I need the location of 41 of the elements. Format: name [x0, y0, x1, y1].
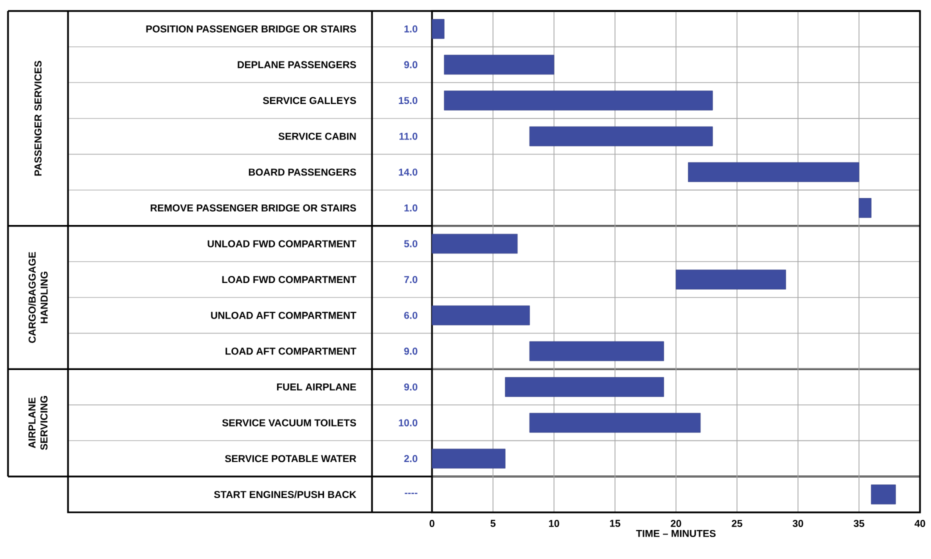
text: CARGO/BAGGAGE HANDLING — [28, 252, 48, 343]
y-tick-label: SERVICE CABIN — [278, 132, 356, 140]
y-tick-label: START ENGINES/PUSH BACK — [214, 490, 356, 498]
y-tick-label: SERVICE POTABLE WATER — [225, 455, 356, 462]
y-tick-label: LOAD AFT COMPARTMENT — [226, 348, 356, 355]
y-tick-label: FUEL AIRPLANE — [277, 384, 356, 390]
text: 1.0 — [404, 25, 418, 32]
x-tick-label: 0 — [430, 520, 434, 528]
y-tick-label: LOAD FWD COMPARTMENT — [222, 276, 356, 284]
y-tick-label: DEPLANE PASSENGERS — [238, 61, 356, 68]
text: 11.0 — [399, 132, 418, 140]
text: AIRPLANE SERVICING — [28, 396, 48, 450]
text: 5.0 — [404, 240, 418, 248]
text: 9.0 — [404, 61, 418, 68]
y-tick-label: UNLOAD AFT COMPARTMENT — [211, 312, 356, 319]
x-tick-label: 40 — [914, 520, 926, 528]
x-tick-label: 35 — [854, 520, 864, 528]
x-tick-label: 10 — [549, 520, 560, 528]
text: 7.0 — [404, 276, 418, 284]
x-tick-label: 20 — [670, 520, 682, 528]
y-tick-label: SERVICE GALLEYS — [262, 96, 356, 104]
text: PASSENGER SERVICES — [34, 60, 42, 176]
x-tick-label: 30 — [792, 520, 804, 528]
text: 9.0 — [404, 348, 418, 355]
text: 14.0 — [398, 168, 418, 176]
text: 15.0 — [398, 96, 418, 104]
text: 2.0 — [404, 455, 418, 462]
text: 1.0 — [404, 204, 418, 212]
y-tick-label: POSITION PASSENGER BRIDGE OR STAIRS — [146, 25, 356, 32]
y-tick-label: BOARD PASSENGERS — [248, 168, 356, 176]
x-tick-label: 5 — [490, 520, 496, 527]
text: ---- — [404, 492, 418, 494]
text: 6.0 — [404, 312, 418, 319]
x-tick-label: 25 — [732, 520, 742, 528]
y-tick-label: REMOVE PASSENGER BRIDGE OR STAIRS — [150, 204, 356, 212]
y-tick-label: SERVICE VACUUM TOILETS — [222, 419, 356, 426]
y-tick-label: UNLOAD FWD COMPARTMENT — [208, 240, 356, 248]
x-axis-title: TIME – MINUTES — [636, 530, 716, 538]
text: 10.0 — [398, 419, 418, 426]
text: 9.0 — [404, 383, 418, 391]
x-tick-label: 15 — [610, 520, 620, 527]
